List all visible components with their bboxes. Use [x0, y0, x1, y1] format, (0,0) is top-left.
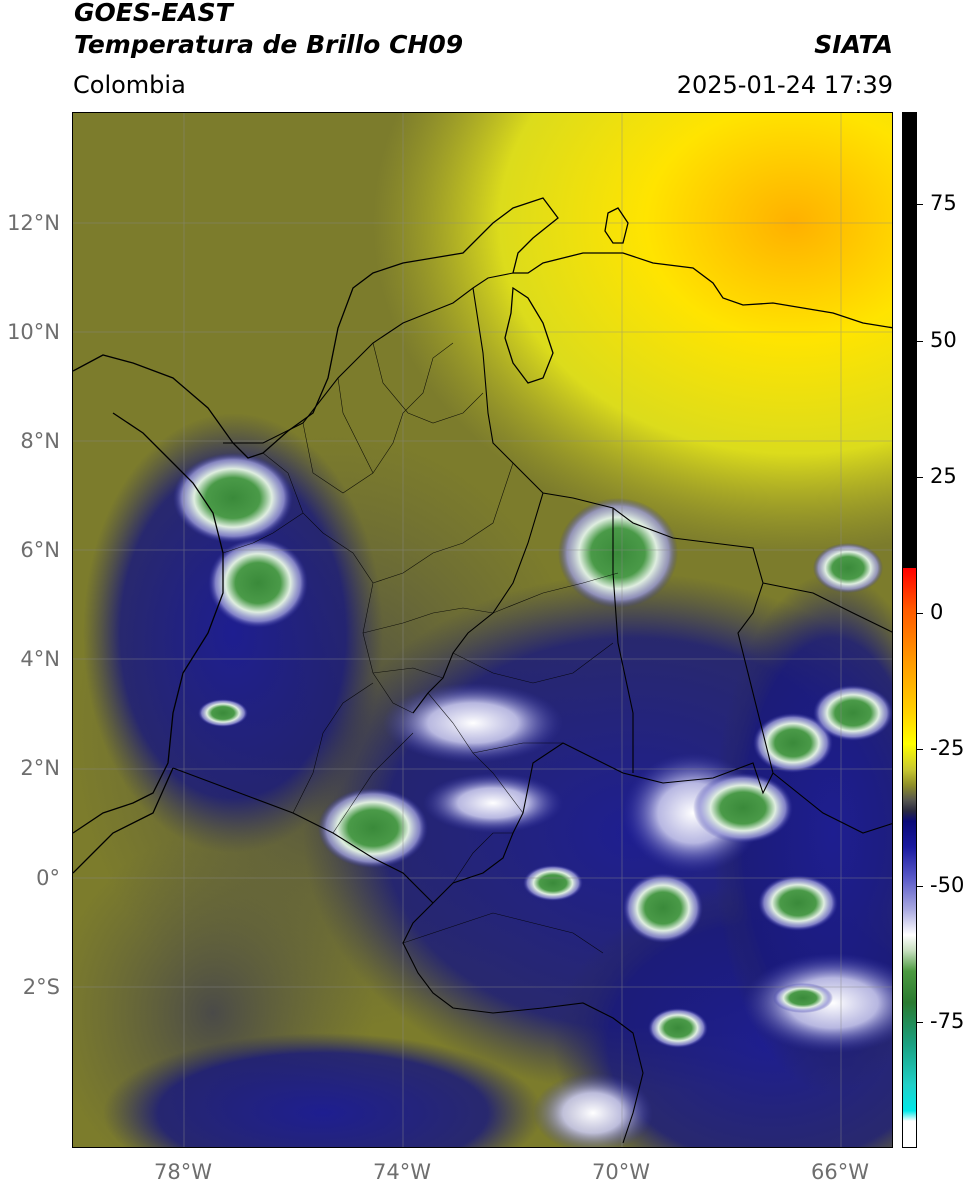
satellite-map[interactable]: [72, 112, 893, 1148]
lat-label-6N: 6°N: [20, 538, 60, 562]
colorbar-label: 50: [930, 328, 957, 352]
cold-cloud-field: [103, 1033, 543, 1147]
cirrus-anvil: [533, 1073, 653, 1147]
colorbar-tick: [917, 341, 923, 342]
lon-label-70W: 70°W: [592, 1160, 650, 1184]
colorbar-label: 75: [930, 191, 957, 215]
cirrus-anvil: [383, 683, 563, 763]
lon-label-66W: 66°W: [811, 1160, 869, 1184]
lat-label-2S: 2°S: [22, 975, 60, 999]
lat-label-12N: 12°N: [7, 211, 60, 235]
colorbar-label: -50: [930, 873, 965, 897]
convective-core: [173, 453, 293, 543]
convective-core: [318, 788, 428, 868]
cold-cloud-field: [83, 413, 383, 853]
convective-core: [753, 713, 833, 773]
lon-label-78W: 78°W: [154, 1160, 212, 1184]
convective-core: [648, 1008, 708, 1048]
convective-core: [813, 543, 883, 593]
timestamp-label: 2025-01-24 17:39: [676, 71, 893, 99]
coastline: [73, 197, 892, 874]
colorbar-tick: [917, 749, 923, 750]
colorbar: [902, 112, 917, 1148]
convective-core: [758, 875, 838, 931]
convective-core: [813, 685, 892, 741]
lat-label-10N: 10°N: [7, 320, 60, 344]
product-title: Temperatura de Brillo CH09: [74, 30, 464, 59]
convective-core: [623, 873, 703, 943]
colorbar-tick: [917, 886, 923, 887]
cirrus-anvil: [423, 773, 563, 833]
satellite-title: GOES-EAST: [74, 0, 233, 27]
convective-core: [558, 498, 678, 608]
colorbar-label: -75: [930, 1009, 965, 1033]
colorbar-tick: [917, 613, 923, 614]
country-border: [172, 272, 892, 1144]
lat-label-0: 0°: [36, 866, 60, 890]
source-label: SIATA: [814, 30, 893, 59]
convective-core: [523, 865, 583, 901]
convective-core: [198, 699, 248, 727]
department-borders: [222, 342, 619, 954]
colorbar-tick: [917, 204, 923, 205]
colorbar-label: 25: [930, 464, 957, 488]
lat-label-4N: 4°N: [20, 647, 60, 671]
convective-core: [773, 983, 833, 1013]
convective-core: [208, 538, 308, 628]
lat-label-2N: 2°N: [20, 756, 60, 780]
colorbar-label: -25: [930, 736, 965, 760]
colorbar-tick: [917, 1022, 923, 1023]
colorbar-label: 0: [930, 600, 944, 624]
convective-core: [693, 773, 793, 843]
lon-label-74W: 74°W: [373, 1160, 431, 1184]
colorbar-tick: [917, 477, 923, 478]
region-label: Colombia: [73, 71, 186, 99]
lat-label-8N: 8°N: [20, 429, 60, 453]
graticule: [73, 113, 892, 1147]
